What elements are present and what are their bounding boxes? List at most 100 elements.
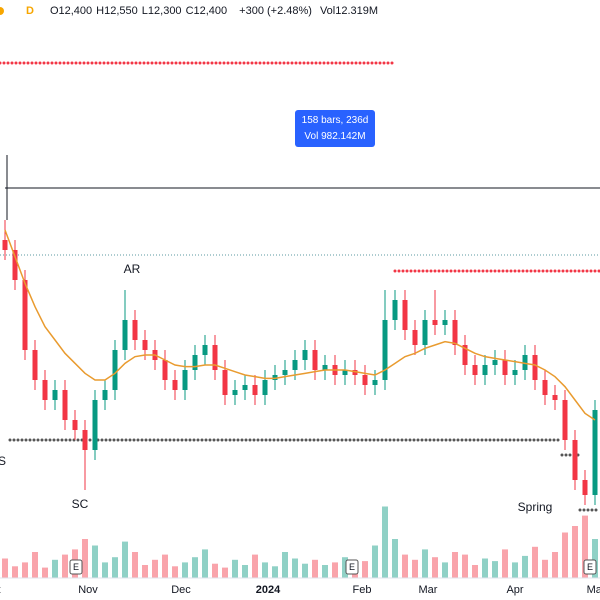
volume-bar bbox=[272, 566, 278, 578]
tooltip-line: Vol 982.142M bbox=[304, 131, 366, 142]
volume-bar bbox=[22, 562, 28, 578]
candle-body bbox=[472, 365, 478, 375]
x-tick-label: Oct bbox=[0, 584, 1, 596]
annotation: AR bbox=[124, 262, 141, 276]
candle-body bbox=[482, 365, 488, 375]
volume-bar bbox=[592, 539, 598, 578]
candle-body bbox=[502, 360, 508, 375]
candle-body bbox=[82, 430, 88, 450]
candle-body bbox=[522, 355, 528, 370]
x-tick-label: Nov bbox=[78, 584, 98, 596]
candle-body bbox=[452, 320, 458, 345]
volume-bar bbox=[262, 562, 268, 578]
volume-bar bbox=[542, 559, 548, 578]
earnings-marker bbox=[583, 559, 597, 575]
volume-bar bbox=[572, 526, 578, 578]
candle-body bbox=[112, 350, 118, 390]
volume-bar bbox=[452, 552, 458, 578]
field-label: L bbox=[141, 5, 148, 17]
earnings-label: E bbox=[587, 562, 593, 572]
volume-bar bbox=[132, 552, 138, 578]
candle-body bbox=[432, 320, 438, 325]
candle-body bbox=[122, 320, 128, 350]
candle-body bbox=[172, 380, 178, 390]
volume-bar bbox=[362, 561, 368, 578]
x-tick-label: May bbox=[587, 584, 600, 596]
volume-bar bbox=[302, 563, 308, 578]
candle-body bbox=[562, 400, 568, 440]
volume-bar bbox=[292, 558, 298, 578]
volume-bar bbox=[392, 539, 398, 578]
volume-bar bbox=[142, 565, 148, 578]
candle-body bbox=[142, 340, 148, 350]
ohlc-field: O12,400 bbox=[50, 5, 92, 17]
volume-bar bbox=[502, 549, 508, 578]
candle-body bbox=[12, 250, 18, 280]
candle-body bbox=[342, 370, 348, 375]
volume-bar bbox=[372, 545, 378, 578]
candle-body bbox=[232, 390, 238, 395]
volume-bar bbox=[342, 557, 348, 578]
volume-bar bbox=[312, 559, 318, 578]
candle-body bbox=[532, 355, 538, 380]
volume-bar bbox=[172, 566, 178, 578]
candle-body bbox=[582, 480, 588, 495]
candle-body bbox=[372, 380, 378, 385]
candle-body bbox=[212, 345, 218, 370]
volume-bar bbox=[212, 563, 218, 578]
candle-body bbox=[242, 385, 248, 390]
volume-bar bbox=[202, 549, 208, 578]
volume-bar bbox=[522, 555, 528, 578]
volume-bar bbox=[152, 559, 158, 578]
ohlc: O12,400 H12,550 L12,300 C12,400 bbox=[50, 5, 231, 17]
volume-bar bbox=[222, 567, 228, 578]
volume-bar bbox=[442, 562, 448, 578]
x-tick-label: Dec bbox=[171, 584, 191, 596]
volume-value: 12.319M bbox=[335, 5, 379, 17]
candle-body bbox=[132, 320, 138, 340]
volume-bar bbox=[192, 557, 198, 578]
volume-bar bbox=[242, 565, 248, 578]
candle-body bbox=[492, 360, 498, 365]
moving-average bbox=[4, 229, 596, 421]
ohlc-field: L12,300 bbox=[142, 5, 182, 17]
change: +300 (+2.48%) bbox=[239, 5, 312, 17]
annotation: Spring bbox=[518, 500, 553, 514]
volume-bar bbox=[512, 562, 518, 578]
earnings-marker bbox=[69, 559, 83, 575]
candle-body bbox=[162, 360, 168, 380]
candle-body bbox=[32, 350, 38, 380]
volume-bar bbox=[492, 561, 498, 578]
candle-body bbox=[382, 320, 388, 380]
legend-header: D O12,400 H12,550 L12,300 C12,400 +300 (+2.… bbox=[0, 5, 378, 17]
volume-bar bbox=[322, 565, 328, 578]
earnings-marker bbox=[345, 559, 359, 575]
candle-body bbox=[402, 300, 408, 330]
candle-body bbox=[282, 370, 288, 375]
ohlc-field: H12,550 bbox=[96, 5, 138, 17]
field-value: 12,550 bbox=[104, 5, 138, 17]
candle-body bbox=[552, 395, 558, 400]
candle-body bbox=[42, 380, 48, 400]
candle-body bbox=[22, 280, 28, 350]
volume-bar bbox=[162, 554, 168, 578]
volume-bar bbox=[102, 562, 108, 578]
volume-bar bbox=[182, 562, 188, 578]
candle-body bbox=[422, 320, 428, 345]
volume-bar bbox=[122, 541, 128, 578]
measure-tooltip: 158 bars, 236d Vol 982.142M bbox=[295, 110, 375, 147]
volume-bar bbox=[482, 558, 488, 578]
field-value: 12,400 bbox=[58, 5, 93, 17]
volume-bar bbox=[412, 559, 418, 578]
candle-body bbox=[302, 350, 308, 360]
volume-bar bbox=[52, 559, 58, 578]
volume-bar bbox=[12, 566, 18, 578]
volume-bar bbox=[332, 562, 338, 578]
x-tick-label: 2024 bbox=[256, 584, 281, 596]
volume-bar bbox=[382, 506, 388, 578]
field-value: 12,400 bbox=[193, 5, 228, 17]
candle-body bbox=[392, 300, 398, 320]
volume-bar bbox=[232, 559, 238, 578]
